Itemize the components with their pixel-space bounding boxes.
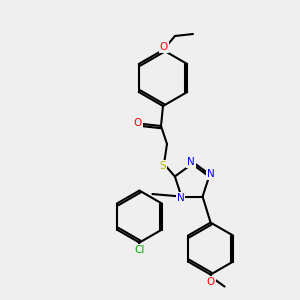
Text: Cl: Cl	[134, 244, 145, 255]
Text: S: S	[160, 161, 166, 171]
Text: O: O	[160, 42, 168, 52]
Text: N: N	[176, 193, 184, 202]
Text: O: O	[134, 118, 142, 128]
Text: O: O	[206, 277, 215, 286]
Text: N: N	[187, 157, 195, 167]
Text: N: N	[207, 169, 215, 179]
